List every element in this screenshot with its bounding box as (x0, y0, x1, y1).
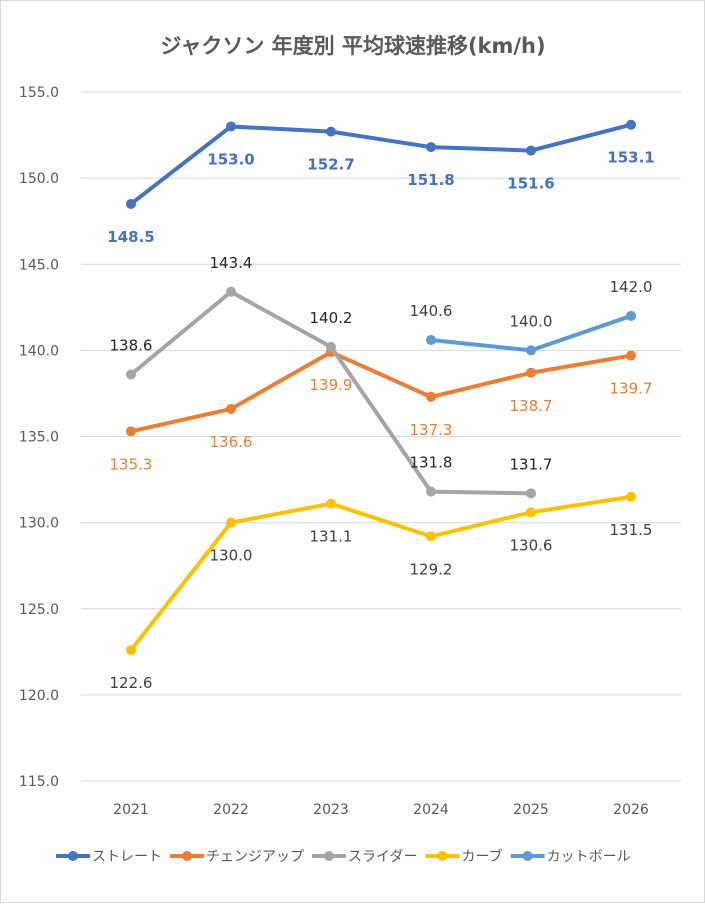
x-tick-label: 2022 (213, 802, 249, 818)
data-label: 140.0 (510, 312, 553, 330)
data-point (526, 345, 536, 356)
data-point (526, 367, 536, 378)
legend-item: カットボール (510, 849, 631, 865)
legend-label: カットボール (547, 849, 631, 865)
y-tick-label: 150.0 (19, 171, 59, 187)
data-label: 151.8 (407, 171, 454, 189)
y-tick-label: 140.0 (19, 343, 59, 359)
data-label: 152.7 (307, 156, 354, 174)
data-point (626, 310, 636, 321)
data-label: 153.0 (207, 150, 254, 168)
data-label: 153.1 (607, 149, 654, 167)
data-point (126, 198, 136, 209)
data-point (626, 119, 636, 130)
data-point (626, 350, 636, 361)
y-tick-label: 125.0 (19, 602, 59, 618)
data-label: 138.6 (110, 336, 153, 354)
data-point (426, 531, 436, 542)
data-label: 142.0 (610, 278, 653, 296)
data-point (426, 335, 436, 346)
data-point (326, 498, 336, 509)
data-point (626, 491, 636, 502)
data-label: 143.4 (210, 254, 253, 272)
legend-marker-icon (182, 851, 192, 861)
data-label: 135.3 (110, 455, 153, 473)
y-tick-label: 115.0 (19, 774, 59, 790)
y-tick-label: 130.0 (19, 516, 59, 532)
x-tick-label: 2024 (413, 802, 449, 818)
data-label: 130.6 (510, 536, 553, 554)
x-tick-label: 2025 (513, 802, 549, 818)
data-point (426, 391, 436, 402)
y-tick-label: 135.0 (19, 430, 59, 446)
data-label: 131.8 (410, 454, 453, 472)
legend-label: ストレート (92, 849, 162, 865)
data-label: 131.1 (310, 528, 353, 546)
data-point (326, 341, 336, 352)
data-label: 129.2 (410, 560, 453, 578)
data-point (226, 121, 236, 132)
data-point (226, 517, 236, 528)
data-point (426, 486, 436, 497)
legend-item: スライダー (312, 849, 417, 865)
data-label: 140.2 (310, 309, 353, 327)
data-point (326, 126, 336, 137)
legend-label: カーブ (461, 848, 502, 865)
y-tick-label: 145.0 (19, 257, 59, 273)
legend-item: ストレート (56, 849, 162, 865)
chart-title: ジャクソン 年度別 平均球速推移(km/h) (160, 34, 545, 58)
data-point (126, 426, 136, 437)
data-label: 148.5 (107, 228, 154, 246)
data-point (426, 142, 436, 153)
y-tick-label: 120.0 (19, 688, 59, 704)
y-tick-label: 155.0 (19, 85, 59, 101)
series-line (129, 494, 633, 653)
data-label: 140.6 (410, 302, 453, 320)
series-line (129, 122, 633, 206)
data-label: 122.6 (110, 674, 153, 692)
legend-marker-icon (437, 851, 448, 861)
data-label: 137.3 (410, 421, 453, 439)
data-point (526, 488, 536, 499)
x-tick-label: 2026 (613, 802, 649, 818)
x-tick-label: 2021 (113, 802, 149, 818)
legend-item: チェンジアップ (170, 849, 304, 865)
data-point (126, 645, 136, 656)
x-tick-label: 2023 (313, 802, 349, 818)
data-label: 131.7 (510, 455, 553, 473)
legend-marker-icon (522, 851, 533, 861)
data-label: 139.9 (310, 376, 353, 394)
data-point (526, 145, 536, 156)
legend-marker-icon (324, 851, 334, 861)
data-point (126, 369, 136, 380)
data-label: 130.0 (210, 547, 253, 565)
data-point (226, 286, 236, 297)
legend-label: チェンジアップ (206, 849, 304, 865)
data-label: 131.5 (610, 521, 653, 539)
legend-marker-icon (68, 851, 78, 861)
legend-label: スライダー (348, 849, 417, 865)
series-line (129, 350, 633, 434)
data-label: 139.7 (610, 380, 653, 398)
data-label: 138.7 (510, 397, 553, 415)
data-label: 136.6 (210, 433, 253, 451)
legend-item: カーブ (425, 848, 503, 865)
data-point (226, 403, 236, 414)
data-label: 151.6 (507, 175, 554, 193)
data-point (526, 507, 536, 518)
